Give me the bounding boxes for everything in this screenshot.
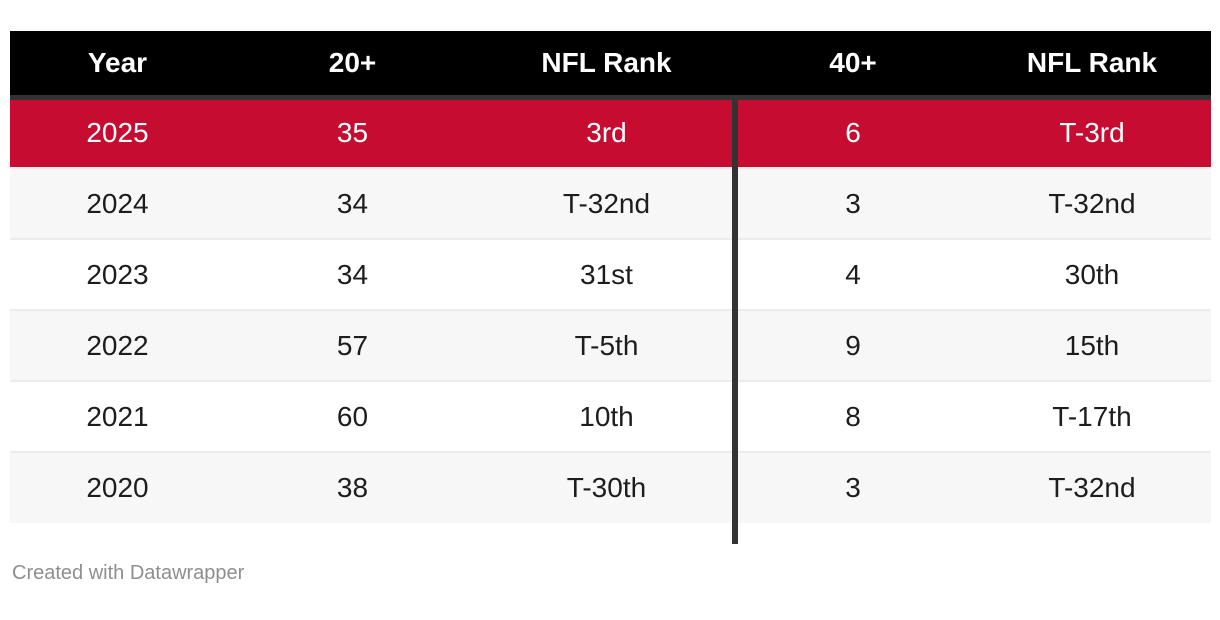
- header-row: Year 20+ NFL Rank 40+ NFL Rank: [10, 31, 1211, 100]
- header-cell: 20+: [225, 31, 480, 100]
- header-cell: 40+: [733, 31, 973, 100]
- table-wrapper: Year 20+ NFL Rank 40+ NFL Rank 2025 35 3rd 6 T-3…: [10, 31, 1211, 544]
- table-cell: 8: [733, 380, 973, 452]
- stats-table-chart: Year 20+ NFL Rank 40+ NFL Rank 2025 35 3rd 6 T-3…: [10, 31, 1211, 584]
- year-cell: 2024: [10, 167, 225, 239]
- table-row: 2022 57 T-5th 9 15th: [10, 309, 1211, 381]
- table-cell: T-5th: [480, 309, 733, 381]
- table-cell: T-32nd: [973, 451, 1211, 523]
- table-row: 2020 38 T-30th 3 T-32nd: [10, 451, 1211, 523]
- table-cell: 31st: [480, 238, 733, 310]
- table-cell: 10th: [480, 380, 733, 452]
- table-cell: 15th: [973, 309, 1211, 381]
- table-cell: T-30th: [480, 451, 733, 523]
- year-cell: 2021: [10, 380, 225, 452]
- table-cell: 6: [845, 117, 861, 149]
- table-row: 2021 60 10th 8 T-17th: [10, 380, 1211, 452]
- table-row: 2023 34 31st 4 30th: [10, 238, 1211, 310]
- table-row-highlighted: 2025 35 3rd 6 T-3rd: [10, 97, 1211, 168]
- year-cell: 2020: [10, 451, 225, 523]
- table-cell: 34: [225, 238, 480, 310]
- table-cell: 4: [733, 238, 973, 310]
- table-cell: T-32nd: [480, 167, 733, 239]
- header-cell: NFL Rank: [973, 31, 1211, 100]
- table-cell: 38: [225, 451, 480, 523]
- table-row: 2024 34 T-32nd 3 T-32nd: [10, 167, 1211, 239]
- year-cell: 2025: [86, 117, 149, 149]
- table-cell: T-32nd: [973, 167, 1211, 239]
- table-cell: 3: [733, 451, 973, 523]
- year-cell: 2022: [10, 309, 225, 381]
- year-cell: 2023: [10, 238, 225, 310]
- table-cell: 57: [225, 309, 480, 381]
- table-cell: 3rd: [586, 117, 627, 149]
- table-cell: 3: [733, 167, 973, 239]
- table-cell: T-17th: [973, 380, 1211, 452]
- datawrapper-credit-link[interactable]: Created with Datawrapper: [12, 562, 245, 584]
- table-cell: 34: [225, 167, 480, 239]
- table-cell: T-3rd: [1059, 117, 1125, 149]
- table-header: Year 20+ NFL Rank 40+ NFL Rank: [10, 31, 1211, 100]
- data-table: Year 20+ NFL Rank 40+ NFL Rank 2025 35 3rd 6 T-3…: [10, 31, 1211, 523]
- table-cell: 9: [733, 309, 973, 381]
- table-cell: 60: [225, 380, 480, 452]
- table-body: 2025 35 3rd 6 T-3rd 2024 34 T-32nd 3 T-32nd 2023 34…: [10, 97, 1211, 523]
- table-cell: 35: [336, 117, 369, 149]
- table-cell: 30th: [973, 238, 1211, 310]
- header-cell: NFL Rank: [480, 31, 733, 100]
- header-cell: Year: [10, 31, 225, 100]
